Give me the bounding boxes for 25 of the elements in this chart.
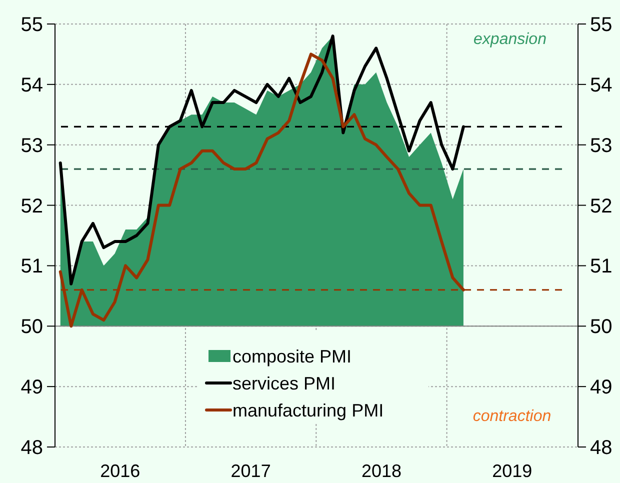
y2-tick-label: 54: [590, 74, 612, 96]
y2-tick-label: 52: [590, 195, 612, 218]
legend-label: manufacturing PMI: [232, 400, 384, 420]
x-tick-label: 2017: [230, 461, 271, 481]
x-tick-label: 2018: [361, 461, 402, 481]
y-tick-label: 49: [20, 376, 43, 399]
y-tick-label: 54: [20, 74, 43, 96]
y2-tick-label: 55: [590, 14, 612, 36]
y2-tick-label: 49: [590, 376, 612, 399]
y-tick-label: 52: [20, 195, 43, 218]
y-tick-label: 53: [20, 134, 43, 157]
x-tick-label: 2019: [492, 461, 532, 481]
annotation: expansion: [474, 31, 547, 48]
y2-tick-label: 51: [590, 256, 612, 278]
y-tick-label: 48: [20, 437, 43, 459]
y2-tick-label: 50: [590, 316, 612, 338]
y-tick-label: 50: [20, 316, 43, 338]
legend-label: services PMI: [232, 373, 336, 394]
x-tick-label: 2016: [100, 461, 140, 481]
annotation: contraction: [472, 408, 552, 425]
legend-label: composite PMI: [232, 346, 352, 366]
y-tick-label: 55: [20, 14, 43, 36]
y-tick-label: 51: [20, 256, 43, 278]
y2-tick-label: 48: [590, 437, 612, 459]
y2-tick-label: 53: [590, 134, 612, 157]
